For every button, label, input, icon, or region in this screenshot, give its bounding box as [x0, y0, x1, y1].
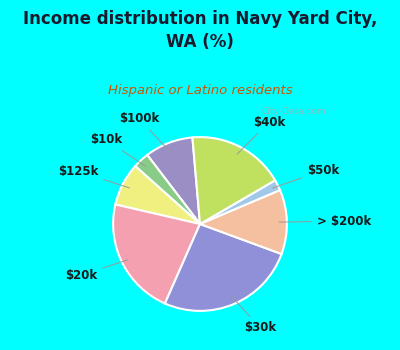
- Text: $20k: $20k: [65, 260, 128, 282]
- Wedge shape: [115, 166, 200, 224]
- Text: $50k: $50k: [272, 164, 340, 188]
- Wedge shape: [135, 155, 200, 224]
- Wedge shape: [165, 224, 282, 311]
- Text: $100k: $100k: [119, 112, 171, 153]
- Text: $125k: $125k: [58, 165, 130, 188]
- Wedge shape: [200, 180, 280, 224]
- Text: > $200k: > $200k: [279, 215, 372, 228]
- Wedge shape: [200, 190, 287, 254]
- Wedge shape: [147, 138, 200, 224]
- Text: $10k: $10k: [90, 133, 146, 166]
- Text: Income distribution in Navy Yard City,
WA (%): Income distribution in Navy Yard City, W…: [23, 10, 377, 51]
- Text: $40k: $40k: [237, 116, 285, 154]
- Wedge shape: [192, 137, 275, 224]
- Text: $30k: $30k: [232, 296, 276, 335]
- Wedge shape: [113, 204, 200, 303]
- Text: Hispanic or Latino residents: Hispanic or Latino residents: [108, 84, 292, 97]
- Text: City-Data.com: City-Data.com: [261, 107, 326, 116]
